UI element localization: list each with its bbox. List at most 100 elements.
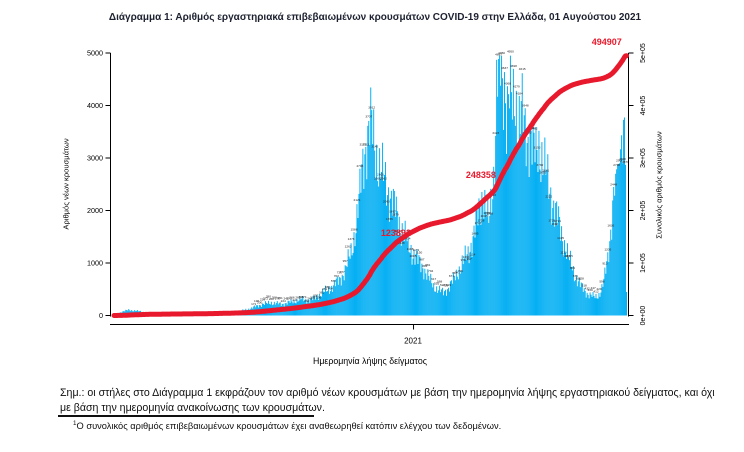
bar-value-label: 2093 xyxy=(383,199,390,203)
bar xyxy=(423,279,425,316)
bar-value-label: 273 xyxy=(287,297,292,301)
bar xyxy=(625,164,626,316)
cumulative-annotation: 248358 xyxy=(465,170,496,181)
bar xyxy=(389,198,391,316)
bar-value-label: 957 xyxy=(343,259,348,263)
bar xyxy=(446,295,447,316)
bar-value-label: 1527 xyxy=(395,229,402,233)
bar xyxy=(405,238,407,316)
bar xyxy=(365,146,367,316)
y-axis-right-title: Συνολικός αριθμός κρουσμάτων xyxy=(654,131,664,239)
y-right-tick-label: 2e+05 xyxy=(640,201,647,221)
bar xyxy=(587,294,589,316)
bar-value-label: 171 xyxy=(251,302,256,306)
bar xyxy=(574,280,576,316)
x-tick-label-2021: 2021 xyxy=(404,336,422,346)
bar xyxy=(506,86,508,316)
bar xyxy=(360,192,362,316)
note-line-1: Σημ.: οι στήλες στο Διάγραμμα 1 εκφράζου… xyxy=(60,387,715,399)
bar-value-label: 1188 xyxy=(407,247,414,251)
bar xyxy=(318,299,320,316)
bar xyxy=(396,211,398,316)
bar xyxy=(612,200,614,316)
bar xyxy=(619,163,621,316)
bar xyxy=(350,243,352,316)
bar-value-label: 1060 xyxy=(463,255,470,259)
bar xyxy=(392,188,394,316)
bar xyxy=(473,225,475,316)
bar xyxy=(419,256,421,316)
figure-note: Σημ.: οι στήλες στο Διάγραμμα 1 εκφράζου… xyxy=(60,386,720,415)
bar xyxy=(504,72,505,316)
bar xyxy=(472,236,474,316)
bar xyxy=(372,144,374,316)
bar xyxy=(454,280,456,316)
bar xyxy=(566,258,567,316)
bar xyxy=(486,217,488,316)
bar xyxy=(517,145,519,316)
bar xyxy=(125,309,127,316)
bar-value-label: 518 xyxy=(582,284,587,288)
bar xyxy=(620,149,622,316)
bar xyxy=(603,278,605,316)
bar xyxy=(528,177,530,316)
bar xyxy=(545,174,547,316)
bar xyxy=(522,132,524,316)
bar xyxy=(427,269,429,316)
bar xyxy=(611,239,613,316)
y-left-tick-label: 0 xyxy=(99,311,103,320)
bar xyxy=(529,127,531,316)
bar xyxy=(579,287,581,316)
bar xyxy=(506,153,507,316)
bar xyxy=(613,186,615,316)
bar xyxy=(484,189,486,316)
bar xyxy=(468,263,470,316)
bar xyxy=(563,256,565,316)
bar xyxy=(553,200,555,316)
bar-value-label: 251 xyxy=(278,296,283,300)
bar-value-label: 200 xyxy=(257,300,262,304)
bar-value-label: 2601 xyxy=(377,173,384,177)
bar xyxy=(569,250,571,316)
bar-value-label: 741 xyxy=(455,270,460,274)
bar xyxy=(578,278,580,316)
bar xyxy=(536,149,538,316)
bar xyxy=(351,255,353,316)
bar xyxy=(477,225,479,316)
bar-value-label: 1898 xyxy=(486,211,493,215)
bar xyxy=(565,252,566,316)
bar xyxy=(543,171,545,316)
bar xyxy=(462,264,464,316)
bar xyxy=(429,280,431,316)
bar xyxy=(395,196,397,316)
bar xyxy=(353,232,355,316)
bar xyxy=(614,195,616,316)
y-left-tick-label: 4000 xyxy=(87,101,103,110)
bar xyxy=(599,296,601,316)
bar xyxy=(393,190,395,316)
bar-value-label: 361 xyxy=(319,290,324,294)
bar xyxy=(516,149,518,316)
bar xyxy=(618,164,620,316)
bar-value-label: 429 xyxy=(596,287,601,291)
bar xyxy=(608,262,610,316)
bar-value-label: 4615 xyxy=(519,67,526,71)
bar xyxy=(422,268,424,316)
bar-value-label: 241 xyxy=(292,298,297,302)
bar-value-label: 302 xyxy=(313,293,318,297)
y-left-tick-label: 2000 xyxy=(87,206,103,215)
bar xyxy=(491,213,493,316)
bar xyxy=(592,292,594,316)
y-left-tick-label: 3000 xyxy=(87,154,103,163)
bar xyxy=(458,266,460,316)
bar xyxy=(426,279,428,316)
bar xyxy=(575,275,577,316)
bar-value-label: 1636 xyxy=(607,223,614,227)
bar-value-label: 1692 xyxy=(551,222,558,226)
bar xyxy=(402,237,404,316)
bar xyxy=(483,218,485,316)
bar xyxy=(604,267,606,316)
bar xyxy=(386,205,387,316)
bar xyxy=(534,162,536,316)
bar xyxy=(442,287,444,316)
